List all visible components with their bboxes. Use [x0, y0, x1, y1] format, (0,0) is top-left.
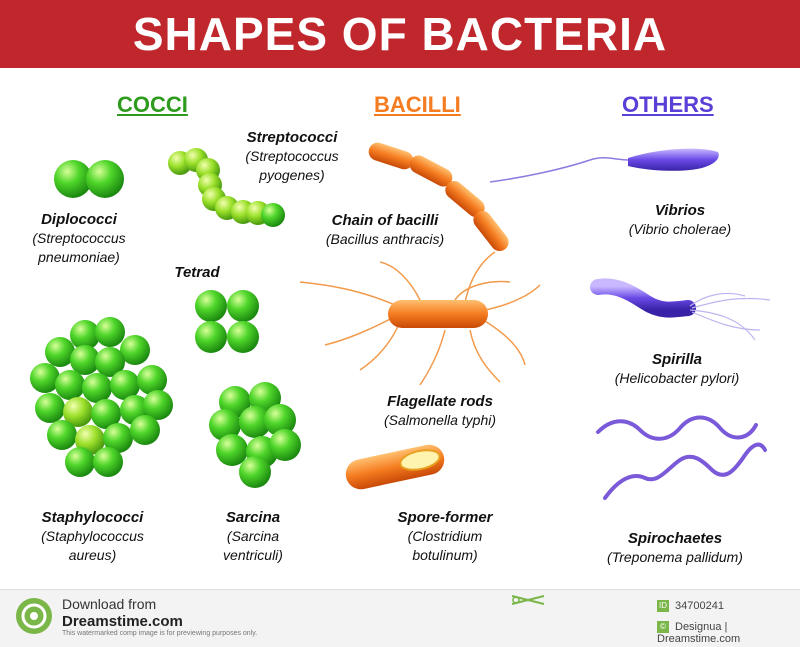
- vibrio-illustration: [489, 148, 719, 183]
- streptococci-illustration: [168, 148, 285, 227]
- spirochaete-illustration: [596, 415, 767, 500]
- watermark-note: This watermarked comp image is for previ…: [62, 630, 258, 637]
- label-streptococci: Streptococci (Streptococcus pyogenes): [245, 129, 339, 183]
- watermark-footer: [0, 589, 800, 647]
- download-text: Download from: [62, 596, 157, 612]
- label-diplococci: Diplococci (Streptococcus pneumoniae): [32, 211, 126, 265]
- label-tetrad: Tetrad: [174, 264, 220, 281]
- image-id: ID 34700241: [657, 600, 724, 613]
- dreamstime-logo-icon: [16, 598, 52, 634]
- label-spirochaetes: Spirochaetes (Treponema pallidum): [607, 530, 743, 565]
- flagellate-rod-illustration: [299, 251, 541, 386]
- sarcina-illustration: [209, 382, 301, 488]
- heading-others: OTHERS: [622, 92, 714, 117]
- label-chain-of-bacilli: Chain of bacilli (Bacillus anthracis): [325, 212, 445, 247]
- label-spirilla: Spirilla (Helicobacter pylori): [614, 351, 740, 386]
- copyright-badge-icon: ©: [657, 621, 669, 634]
- image-credit: © Designua | Dreamstime.com: [657, 621, 741, 646]
- label-sarcina: Sarcina (Sarcina ventriculi): [223, 509, 283, 563]
- label-flagellate-rods: Flagellate rods (Salmonella typhi): [383, 393, 497, 428]
- label-spore-former: Spore-former (Clostridium botulinum): [397, 509, 493, 563]
- label-staphylococci: Staphylococci (Staphylococcus aureus): [41, 509, 144, 563]
- spore-former-illustration: [345, 444, 445, 490]
- bacteria-illustrations: [30, 142, 771, 500]
- label-vibrios: Vibrios (Vibrio cholerae): [628, 202, 732, 237]
- heading-bacilli: BACILLI: [374, 92, 461, 117]
- tetrad-illustration: [195, 290, 259, 353]
- chain-of-bacilli-illustration: [368, 142, 509, 252]
- id-badge-icon: ID: [657, 600, 669, 613]
- diplococci-illustration: [54, 160, 124, 198]
- scissors-icon: [511, 595, 545, 605]
- page-title: SHAPES OF BACTERIA: [132, 8, 668, 60]
- site-link[interactable]: Dreamstime.com: [62, 613, 183, 630]
- title-banner: [0, 0, 800, 68]
- staphylococci-illustration: [30, 317, 173, 477]
- heading-cocci: COCCI: [117, 92, 188, 117]
- spirilla-illustration: [590, 278, 771, 341]
